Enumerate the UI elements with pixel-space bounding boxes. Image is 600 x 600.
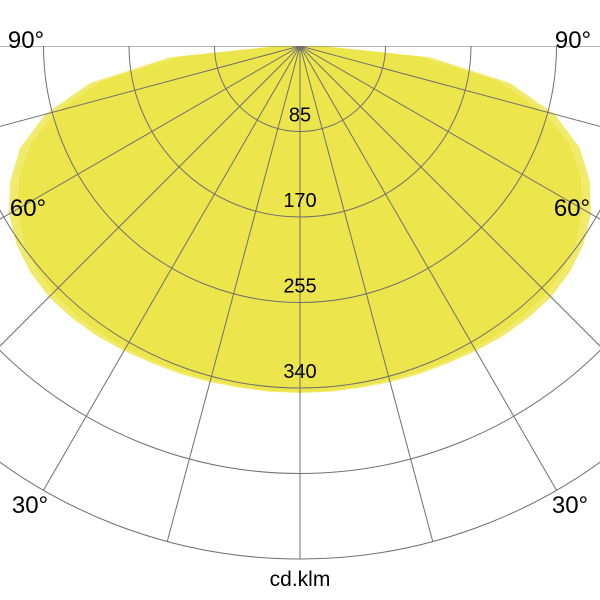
ring-label: 85 xyxy=(289,105,311,127)
angle-label-60-right: 60° xyxy=(554,195,590,222)
polar-chart: 85 170 255 340 90° 90° 60° 60° 30° 30° cd.k… xyxy=(0,0,600,600)
angle-label-90-left: 90° xyxy=(8,27,44,54)
angle-label-90-right: 90° xyxy=(555,27,591,54)
ring-label: 255 xyxy=(283,276,316,298)
angle-label-30-left: 30° xyxy=(12,492,48,519)
angle-label-30-right: 30° xyxy=(552,492,588,519)
angle-label-60-left: 60° xyxy=(10,195,46,222)
unit-label: cd.klm xyxy=(270,568,331,591)
ring-label: 170 xyxy=(283,190,316,212)
ring-label: 340 xyxy=(283,361,316,383)
